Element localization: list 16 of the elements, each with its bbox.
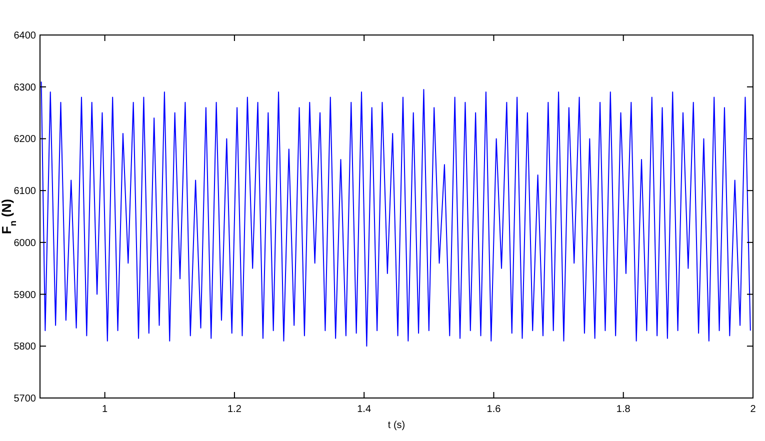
x-tick-label: 1.2 [228,404,242,415]
y-tick-label: 5700 [14,394,36,404]
x-tick-label: 1.8 [616,404,631,415]
y-tick-label: 5900 [14,290,36,301]
y-tick-label: 6400 [14,30,36,42]
y-tick-label: 6200 [14,134,36,146]
x-axis-title: t (s) [388,420,406,431]
line-series [40,81,751,347]
x-tick-label: 2 [750,404,756,415]
y-tick-label: 6100 [14,186,36,198]
x-tick-label: 1.4 [357,404,372,415]
x-tick-label: 1.6 [486,404,502,415]
y-tick-label: 6000 [14,238,36,249]
y-tick-label: 6300 [14,82,36,94]
x-tick-label: 1 [102,404,108,415]
y-tick-label: 5800 [14,342,36,353]
